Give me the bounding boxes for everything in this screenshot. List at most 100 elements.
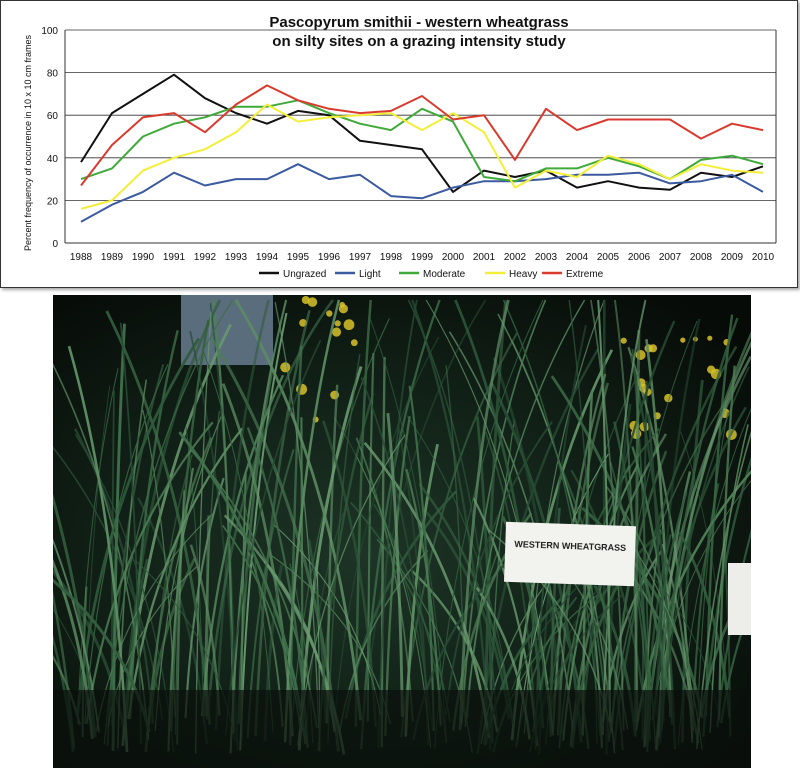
x-tick-label: 1992: [194, 252, 217, 263]
grass-blade: [380, 356, 386, 748]
x-tick-label: 1997: [349, 252, 372, 263]
yellow-flower: [326, 310, 333, 317]
yellow-flower: [350, 339, 358, 347]
yellow-flower: [707, 365, 716, 374]
x-tick-label: 1991: [163, 252, 186, 263]
grass-blade: [234, 299, 362, 721]
sign-text: WESTERN WHEATGRASS: [514, 539, 626, 553]
grass-blade: [67, 345, 129, 753]
yellow-flower: [301, 296, 310, 304]
grass-blade: [334, 336, 440, 716]
grass-blade: [601, 299, 647, 735]
x-tick-label: 1995: [287, 252, 310, 263]
x-tick-label: 1999: [411, 252, 434, 263]
grass-blade: [377, 299, 418, 749]
grass-blade: [202, 349, 274, 733]
grass-blade: [597, 299, 612, 723]
grass-blade: [224, 339, 322, 736]
grass-blade: [425, 299, 554, 729]
grass-blade: [464, 299, 586, 727]
yellow-flower: [620, 337, 627, 344]
grass-blade: [239, 312, 288, 751]
x-tick-label: 2007: [659, 252, 682, 263]
grass-blade: [384, 416, 411, 737]
y-tick-label: 20: [47, 196, 59, 207]
x-tick-label: 1990: [132, 252, 155, 263]
soil-ground: [53, 690, 751, 768]
chart-panel: Pascopyrum smithii - western wheatgrass …: [0, 0, 798, 288]
grass-blade: [146, 437, 213, 736]
grass-blade: [405, 468, 442, 726]
series-line-light: [80, 163, 764, 223]
grass-blade: [444, 421, 553, 716]
x-tick-label: 2009: [721, 252, 744, 263]
grass-blade: [654, 340, 751, 750]
gridlines: [64, 29, 777, 244]
grass-blade: [151, 454, 193, 724]
x-tick-label: 2008: [690, 252, 713, 263]
yellow-flower: [680, 337, 686, 343]
grass-illustration: WESTERN WHEATGRASS: [53, 295, 751, 768]
grass-blade: [53, 363, 150, 740]
x-axis-ticks: 1988 1989 1990 1991 1992 1993 1994 1995 1996 1997…: [70, 252, 775, 263]
grass-blade: [105, 310, 212, 725]
grass-blade: [369, 317, 448, 744]
grass-blade: [654, 318, 701, 717]
grass-blade: [53, 446, 164, 720]
series-lines: [80, 73, 764, 223]
grass-blade: [321, 420, 378, 728]
chart-title-line-1: Pascopyrum smithii - western wheatgrass: [269, 14, 568, 31]
grass-blade: [119, 322, 142, 744]
grass-blade: [327, 353, 361, 743]
yellow-flower: [343, 319, 355, 331]
grass-blade: [360, 377, 430, 721]
grass-blade: [538, 324, 587, 755]
y-tick-label: 40: [47, 154, 59, 165]
grass-blade: [85, 421, 214, 725]
legend-label: Heavy: [509, 269, 537, 280]
legend-label: Extreme: [566, 269, 604, 280]
grass-blade: [326, 384, 339, 724]
series-line-ungrazed: [80, 73, 764, 193]
chart-title-line-2: on silty sites on a grazing intensity st…: [272, 33, 566, 50]
grass-blade: [154, 416, 222, 732]
legend-label: Moderate: [423, 269, 466, 280]
legend-item-moderate: Moderate: [399, 269, 466, 280]
grass-blade: [407, 416, 513, 718]
grass-blade: [497, 313, 616, 754]
grass-blade: [613, 299, 639, 722]
yellow-flower: [331, 327, 342, 337]
grass-blade: [128, 330, 179, 720]
second-sign: [728, 563, 751, 635]
series-line-moderate: [80, 99, 764, 183]
grass-blade: [214, 299, 270, 730]
grass-blade: [205, 299, 334, 720]
chart-title: Pascopyrum smithii - western wheatgrass …: [269, 14, 568, 50]
western-wheatgrass-photo: WESTERN WHEATGRASS: [53, 295, 751, 768]
yellow-flower: [334, 320, 341, 327]
grass-blade: [502, 299, 601, 737]
legend-item-heavy: Heavy: [485, 269, 537, 280]
x-tick-label: 1994: [256, 252, 279, 263]
yellow-flower: [707, 335, 713, 341]
x-tick-label: 1989: [101, 252, 124, 263]
grass-blade: [720, 602, 751, 724]
x-tick-label: 2010: [752, 252, 775, 263]
yellow-flower: [338, 304, 348, 314]
y-axis-ticks: 0 20 40 60 80 100: [41, 26, 58, 250]
grass-blade: [75, 337, 200, 717]
x-tick-label: 2002: [504, 252, 527, 263]
grass-blade: [677, 407, 751, 745]
legend: Ungrazed Light Moderate Heavy Extreme: [259, 269, 604, 280]
y-tick-label: 0: [52, 239, 58, 250]
grass-blade: [127, 427, 244, 720]
legend-item-ungrazed: Ungrazed: [259, 269, 326, 280]
y-axis-label: Percent frequency of occurrence in 10 x …: [23, 34, 33, 251]
grass-blade: [122, 299, 222, 726]
grass-blade: [483, 300, 508, 745]
x-tick-label: 1996: [318, 252, 341, 263]
grass-blade: [386, 412, 404, 717]
grass-blade: [237, 369, 274, 724]
yellow-flower: [280, 362, 291, 373]
y-tick-label: 100: [41, 26, 58, 37]
